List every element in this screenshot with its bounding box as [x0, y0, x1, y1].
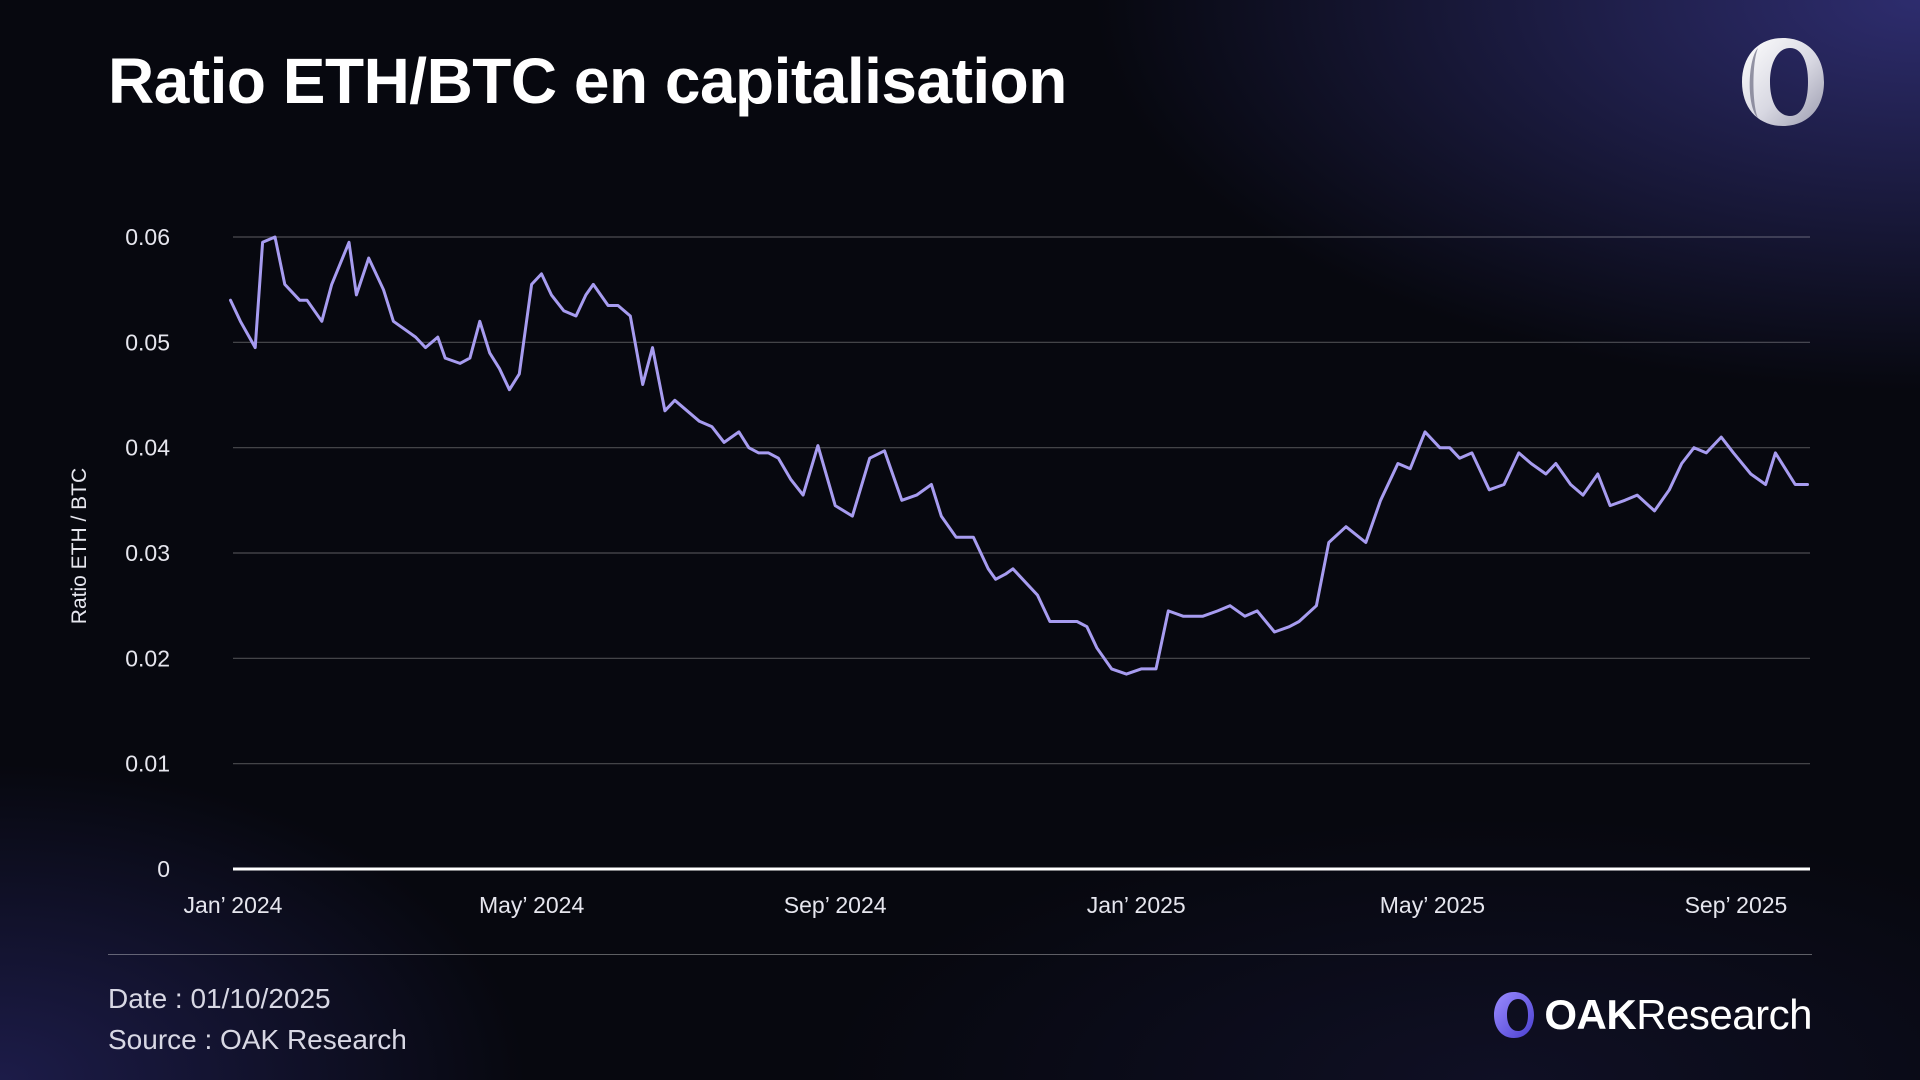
brand-name-bold: OAK: [1544, 991, 1637, 1038]
y-tick-label: 0: [157, 856, 170, 882]
oak-brand-mark-icon: [1494, 992, 1535, 1038]
x-tick-label: Sep’ 2025: [1685, 892, 1788, 918]
y-tick-label: 0.05: [125, 329, 170, 355]
brand-name: OAKResearch: [1544, 991, 1812, 1039]
x-tick-label: May’ 2025: [1380, 892, 1485, 918]
brand-logo: OAKResearch: [1492, 988, 1812, 1042]
x-tick-label: Jan’ 2025: [1087, 892, 1186, 918]
x-tick-label: Sep’ 2024: [784, 892, 887, 918]
x-tick-label: May’ 2024: [479, 892, 584, 918]
y-axis-title: Ratio ETH / BTC: [68, 468, 91, 624]
x-tick-label: Jan’ 2024: [184, 892, 283, 918]
footer-meta: Date : 01/10/2025 Source : OAK Research: [108, 978, 407, 1060]
brand-name-light: Research: [1636, 991, 1812, 1038]
y-tick-label: 0.02: [125, 645, 170, 671]
y-tick-label: 0.01: [125, 751, 170, 777]
page-title: Ratio ETH/BTC en capitalisation: [108, 45, 1067, 117]
source-label: Source : OAK Research: [108, 1024, 407, 1055]
eth-btc-ratio-line: [229, 235, 1809, 676]
line-chart: 0 0.01 0.02 0.03 0.04 0.05 0.06 Jan’ 2024 May’ 2…: [68, 224, 1810, 918]
date-label: Date : 01/10/2025: [108, 983, 331, 1014]
oak-ring-logo-icon: [1742, 38, 1824, 126]
y-tick-label: 0.06: [125, 224, 170, 250]
y-tick-label: 0.04: [125, 435, 170, 461]
y-tick-label: 0.03: [125, 540, 170, 566]
footer-divider: [108, 954, 1812, 955]
